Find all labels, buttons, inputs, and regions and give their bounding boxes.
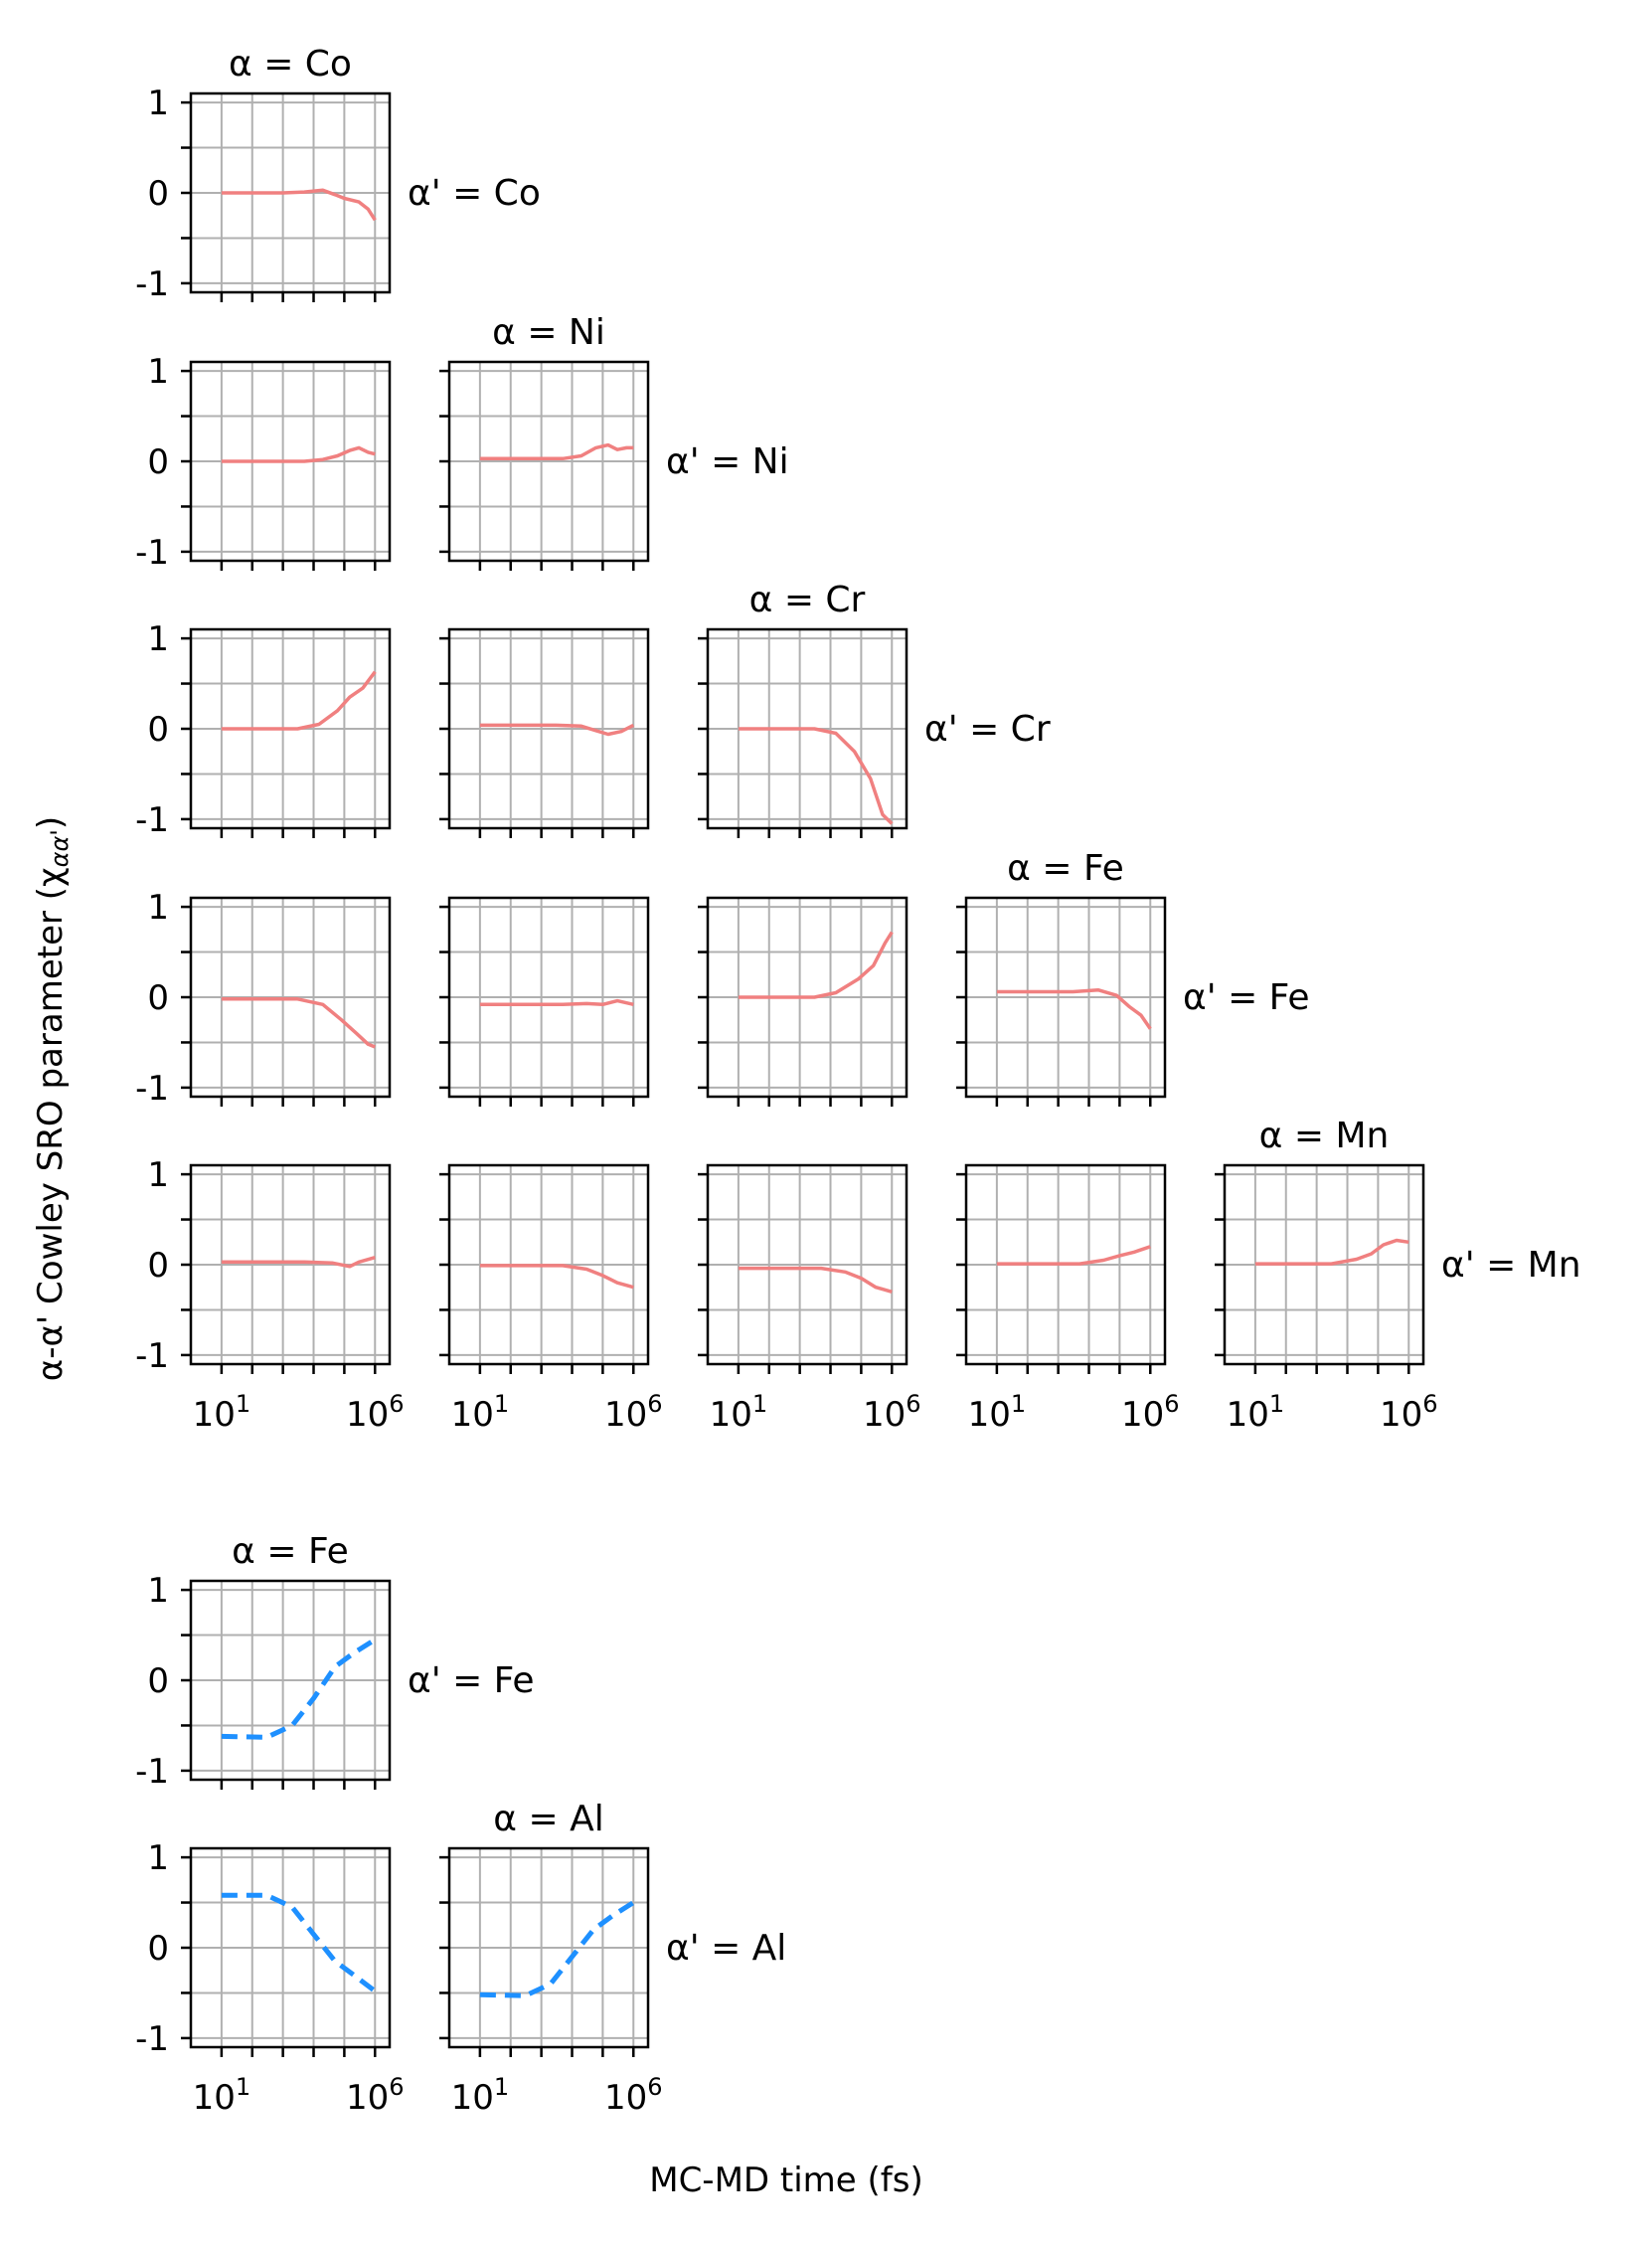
y-tick-label: 1 [147,619,169,659]
x-tick-label: 101 [193,1390,251,1435]
y-tick-label: 0 [147,442,169,482]
panel-top-r0-c0: -1 0 1 α = Co α' = Co [135,44,541,304]
y-tick-label: 0 [147,1661,169,1701]
panel-top-r1-c1: α = Ni α' = Ni [439,312,789,571]
panel-top-r4-c0: -1 0 1 101 106 [135,1155,404,1435]
series-line [479,723,635,737]
series-line [479,442,634,461]
y-tick-label: 0 [147,978,169,1018]
x-tick-label: 106 [604,1390,663,1435]
series-line [221,997,376,1049]
series-line [221,1256,376,1269]
series-line [996,987,1152,1030]
y-tick-label: 1 [147,1838,169,1878]
panel-top-r3-c2 [698,896,909,1107]
series-line [479,998,634,1007]
panel-top-r3-c3: α = Fe α' = Fe [956,848,1310,1107]
panel-bottom-r1-c0: -1 0 1 101 106 [135,1838,404,2118]
series-line [221,670,377,731]
y-tick-label: 0 [147,1929,169,1969]
series-line [221,1892,377,1993]
y-tick-label: -1 [135,2019,169,2059]
panel-top-r2-c1 [439,627,650,838]
series-line [479,1264,634,1290]
x-tick-label: 106 [346,2073,405,2118]
x-tick-label: 106 [604,2073,663,2118]
row-label: α' = Cr [924,709,1051,750]
column-title: α = Fe [1007,848,1124,889]
x-tick-label: 101 [968,1390,1027,1435]
x-tick-label: 101 [710,1390,768,1435]
panel-top-r4-c2: 101 106 [698,1163,921,1435]
column-title: α = Mn [1259,1116,1390,1156]
y-tick-label: 0 [147,710,169,750]
column-title: α = Al [493,1799,603,1839]
panel-bottom-r1-c1: 101 106 α = Al α' = Al [439,1799,786,2118]
x-tick-label: 106 [1121,1390,1180,1435]
y-tick-label: -1 [135,800,169,840]
y-tick-label: -1 [135,533,169,573]
panels-layer: -1 0 1 α = Co α' = Co -1 0 1 α = Ni α' = Ni -1 0 1 α … [135,44,1580,2118]
column-title: α = Ni [492,312,605,353]
series-line [996,1245,1151,1266]
y-tick-label: 1 [147,1155,169,1195]
row-label: α' = Al [666,1928,786,1969]
row-label: α' = Ni [666,441,789,482]
panel-bottom-r0-c0: -1 0 1 α = Fe α' = Fe [135,1531,534,1792]
x-tick-label: 101 [193,2073,251,2118]
series-line [221,188,377,222]
panel-top-r2-c2: α = Cr α' = Cr [698,580,1051,838]
series-line [738,931,894,999]
y-tick-label: 0 [147,1246,169,1286]
x-tick-label: 106 [863,1390,921,1435]
series-line [738,727,894,825]
y-tick-label: 1 [147,1571,169,1611]
y-tick-label: 0 [147,174,169,214]
row-label: α' = Fe [408,1660,535,1701]
series-line [738,1266,893,1294]
y-tick-label: -1 [135,1069,169,1109]
y-tick-label: -1 [135,264,169,304]
column-title: α = Fe [232,1531,349,1572]
row-label: α' = Fe [1183,977,1310,1018]
y-tick-label: 1 [147,888,169,928]
panel-top-r4-c4: 101 106 α = Mn α' = Mn [1215,1116,1581,1435]
column-title: α = Co [229,44,352,85]
column-title: α = Cr [749,580,866,620]
x-tick-label: 106 [1380,1390,1438,1435]
row-label: α' = Mn [1441,1245,1581,1286]
panel-top-r3-c1 [439,896,650,1107]
panel-top-r1-c0: -1 0 1 [135,352,392,573]
y-tick-label: -1 [135,1336,169,1376]
y-axis-label: α-α' Cowley SRO parameter (χαα') [31,816,74,1381]
y-tick-label: 1 [147,352,169,392]
series-line [221,1637,377,1740]
x-tick-label: 101 [1227,1390,1285,1435]
x-tick-label: 106 [346,1390,405,1435]
series-line [1254,1238,1409,1266]
y-tick-label: -1 [135,1752,169,1792]
panel-top-r4-c3: 101 106 [956,1163,1180,1435]
series-line [221,445,376,463]
panel-top-r3-c0: -1 0 1 [135,888,392,1109]
y-tick-label: 1 [147,84,169,123]
panel-top-r2-c0: -1 0 1 [135,619,392,840]
row-label: α' = Co [408,173,541,214]
series-line [479,1900,635,1998]
panel-top-r4-c1: 101 106 [439,1163,663,1435]
x-tick-label: 101 [451,1390,510,1435]
x-axis-label: MC-MD time (fs) [649,2161,923,2200]
x-tick-label: 101 [451,2073,510,2118]
